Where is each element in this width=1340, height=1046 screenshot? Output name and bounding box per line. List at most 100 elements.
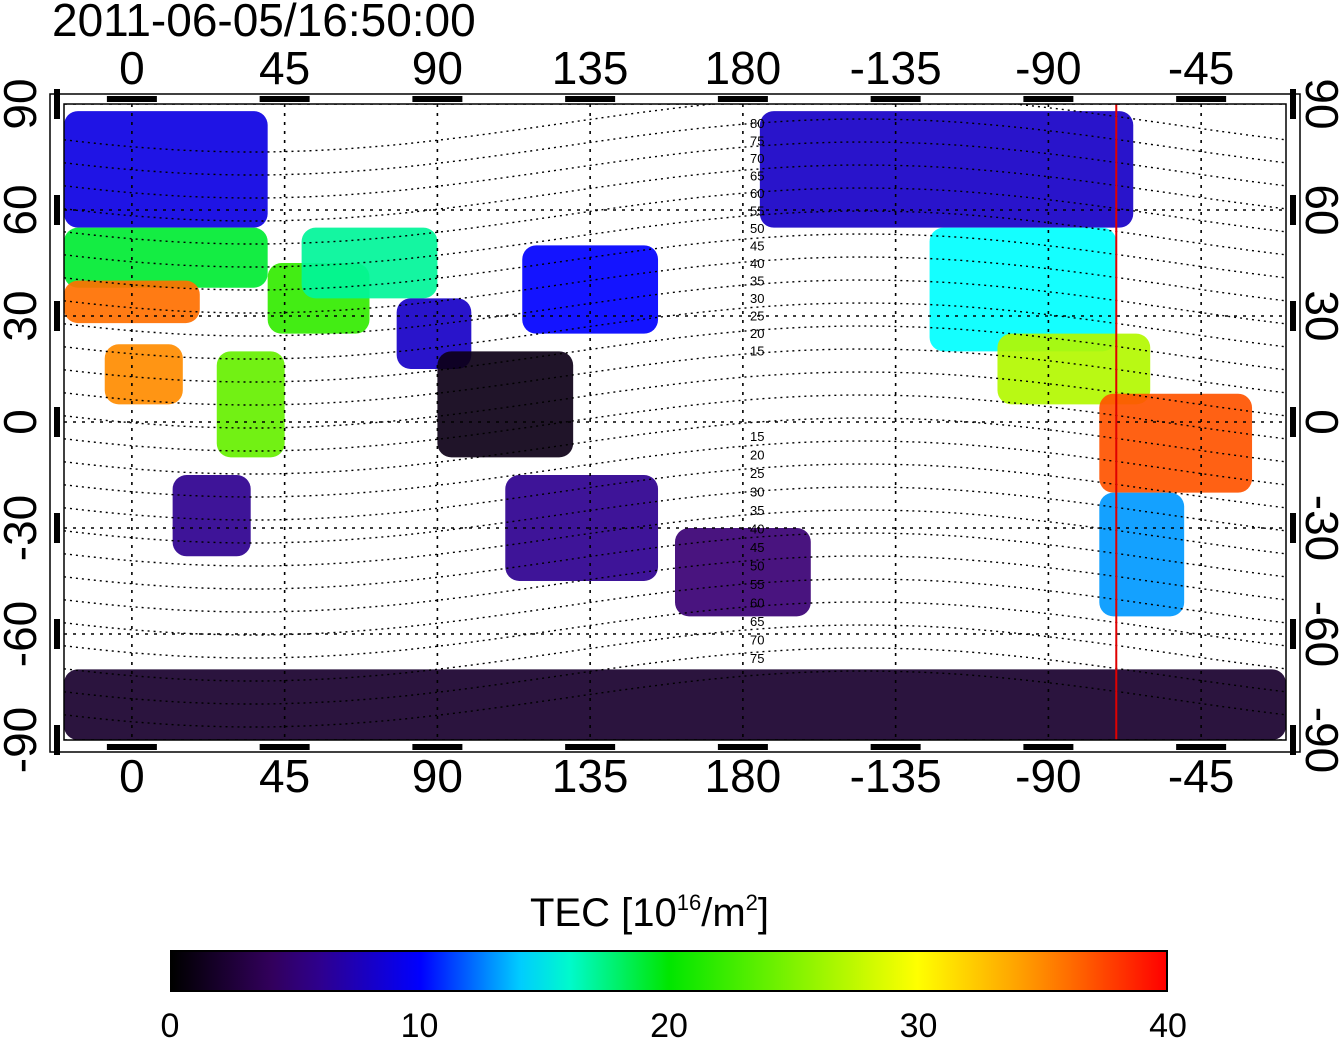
geomag-contour-19: [64, 532, 1285, 590]
contour-label-south-8: 55: [750, 577, 764, 592]
colorbar-label-exp2: 2: [745, 890, 758, 915]
top-axis-label-4: 180: [705, 42, 782, 94]
top-axis-label-1: 45: [259, 42, 310, 94]
tec-region-central-asia: [301, 227, 438, 299]
map-outer-frame: [49, 93, 1301, 753]
contour-label-north-1: 75: [750, 134, 764, 149]
geomag-contour-25: [64, 670, 1285, 728]
contour-label-south-12: 75: [750, 651, 764, 666]
colorbar-label: TEC [1016/m2]: [530, 888, 769, 938]
tec-region-north-america: [929, 227, 1117, 352]
left-axis-label-1: 60: [0, 184, 46, 235]
contour-label-north-4: 60: [750, 186, 764, 201]
bottom-axis-label-1: 45: [259, 750, 310, 802]
tec-colorbar: [170, 950, 1168, 992]
tec-region-south-america-north: [1099, 393, 1253, 493]
contour-label-north-9: 35: [750, 274, 764, 289]
geomag-contour-22: [64, 601, 1285, 659]
contour-label-south-11: 70: [750, 633, 764, 648]
tec-region-australia: [505, 475, 659, 581]
right-axis-label-2: 30: [1296, 290, 1340, 341]
map-inner-frame: [63, 103, 1287, 741]
geomag-contour-11: [64, 348, 1285, 406]
tec-region-southern-africa: [172, 475, 251, 557]
colorbar-tick-label-0: 0: [160, 1007, 180, 1045]
geomag-contour-8: [64, 279, 1285, 337]
contour-label-south-7: 50: [750, 559, 764, 574]
top-axis-label-0: 0: [119, 42, 145, 94]
geomag-contour-1: [64, 118, 1285, 176]
geomag-contour-4: [64, 187, 1285, 245]
contour-label-north-13: 15: [750, 344, 764, 359]
tec-region-southern-europe: [64, 227, 268, 288]
bottom-axis-label-7: -45: [1168, 750, 1234, 802]
geomag-contour-5: [64, 210, 1285, 268]
geomag-contour-14: [64, 417, 1285, 475]
colorbar-tick-label-3: 30: [899, 1007, 938, 1045]
contour-label-south-10: 65: [750, 614, 764, 629]
contour-label-south-3: 30: [750, 485, 764, 500]
left-axis-label-3: 0: [0, 409, 46, 435]
map-timestamp: 2011-06-05/16:50:00: [52, 0, 476, 46]
tec-region-southeast-asia: [437, 351, 574, 458]
left-axis-label-5: -60: [0, 601, 46, 667]
colorbar-tick-label-1: 10: [400, 1007, 439, 1045]
geomag-contour-16: [64, 463, 1285, 521]
tec-region-mediterranean: [64, 280, 200, 324]
top-axis-label-3: 135: [552, 42, 629, 94]
left-axis-label-0: 90: [0, 78, 46, 129]
right-axis-label-0: 90: [1296, 78, 1340, 129]
contour-label-north-11: 25: [750, 309, 764, 324]
geomag-contour-9: [64, 302, 1285, 360]
bottom-axis-label-2: 90: [412, 750, 463, 802]
left-axis-label-4: -30: [0, 495, 46, 561]
geomag-contour-17: [64, 486, 1285, 544]
colorbar-tick-label-2: 20: [650, 1007, 688, 1045]
top-axis-label-7: -45: [1168, 42, 1234, 94]
geomag-contour-13: [64, 394, 1285, 452]
right-axis-label-5: -60: [1296, 601, 1340, 667]
geomag-contour-15: [64, 440, 1285, 498]
contour-label-south-6: 45: [750, 540, 764, 555]
top-axis-label-5: -135: [850, 42, 942, 94]
bottom-axis-label-5: -135: [850, 750, 942, 802]
geomag-contour-7: [64, 256, 1285, 314]
tec-region-central-america: [997, 333, 1151, 405]
contour-label-north-8: 40: [750, 256, 764, 271]
geomag-contour-0: [64, 104, 1285, 153]
left-axis-label-6: -90: [0, 707, 46, 773]
colorbar-label-exp: 16: [676, 890, 702, 915]
geomag-contour-2: [64, 141, 1285, 199]
bottom-axis-label-6: -90: [1015, 750, 1081, 802]
contour-label-north-10: 30: [750, 291, 764, 306]
tec-region-east-asia: [522, 245, 659, 334]
geomag-contour-21: [64, 578, 1285, 636]
contour-label-north-5: 55: [750, 204, 764, 219]
tec-region-south-america-south: [1099, 492, 1185, 617]
contour-label-north-0: 80: [750, 116, 764, 131]
contour-label-north-3: 65: [750, 169, 764, 184]
geomag-contour-23: [64, 624, 1285, 682]
contour-label-south-1: 20: [750, 448, 764, 463]
contour-label-north-7: 45: [750, 239, 764, 254]
bottom-axis-label-3: 135: [552, 750, 629, 802]
colorbar-label-prefix: TEC [10: [530, 891, 677, 935]
contour-label-south-4: 35: [750, 503, 764, 518]
contour-label-north-2: 70: [750, 151, 764, 166]
left-axis-label-2: 30: [0, 290, 46, 341]
bottom-axis-label-0: 0: [119, 750, 145, 802]
right-axis-label-3: 0: [1296, 409, 1340, 435]
top-axis-label-2: 90: [412, 42, 463, 94]
contour-label-north-12: 20: [750, 326, 764, 341]
right-axis-label-1: 60: [1296, 184, 1340, 235]
geomag-contour-24: [64, 647, 1285, 705]
right-axis-label-6: -90: [1296, 707, 1340, 773]
colorbar-label-unit: /m: [701, 891, 746, 935]
geomag-contour-20: [64, 555, 1285, 613]
tec-region-west-africa: [104, 344, 183, 405]
tec-region-antarctica: [64, 669, 1286, 740]
contour-label-south-9: 60: [750, 596, 764, 611]
geomag-contour-18: [64, 509, 1285, 567]
contour-label-south-2: 25: [750, 466, 764, 481]
